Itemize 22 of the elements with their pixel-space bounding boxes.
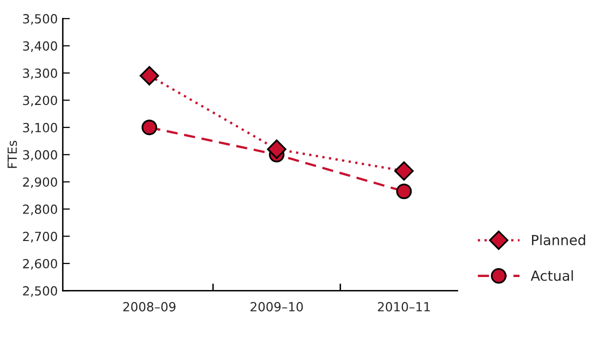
y-tick-label: 2,900 (23, 177, 58, 188)
legend-label: Actual (530, 270, 573, 281)
y-tick-label: 3,100 (23, 122, 58, 134)
x-tick-label: 2009–10 (250, 302, 303, 312)
point (140, 66, 160, 86)
y-tick-label: 3,500 (23, 14, 58, 25)
point (396, 184, 412, 200)
y-tick-label: 3,200 (23, 96, 58, 106)
y-tick-label: 3,400 (23, 41, 58, 52)
point (267, 140, 286, 159)
y-axis-title: FTEs (8, 140, 17, 168)
point (394, 161, 414, 181)
legend-label: Planned (532, 234, 586, 246)
point (142, 120, 158, 136)
y-tick-label: 2,600 (23, 258, 58, 270)
y-tick-label: 3,000 (23, 150, 58, 161)
y-tick-label: 2,500 (23, 286, 58, 297)
y-tick-label: 2,800 (23, 204, 58, 216)
x-tick-label: 2010–11 (378, 302, 430, 312)
y-tick-label: 2,700 (23, 232, 58, 242)
x-tick-label: 2008–09 (123, 302, 176, 312)
y-tick-label: 3,300 (23, 68, 58, 80)
